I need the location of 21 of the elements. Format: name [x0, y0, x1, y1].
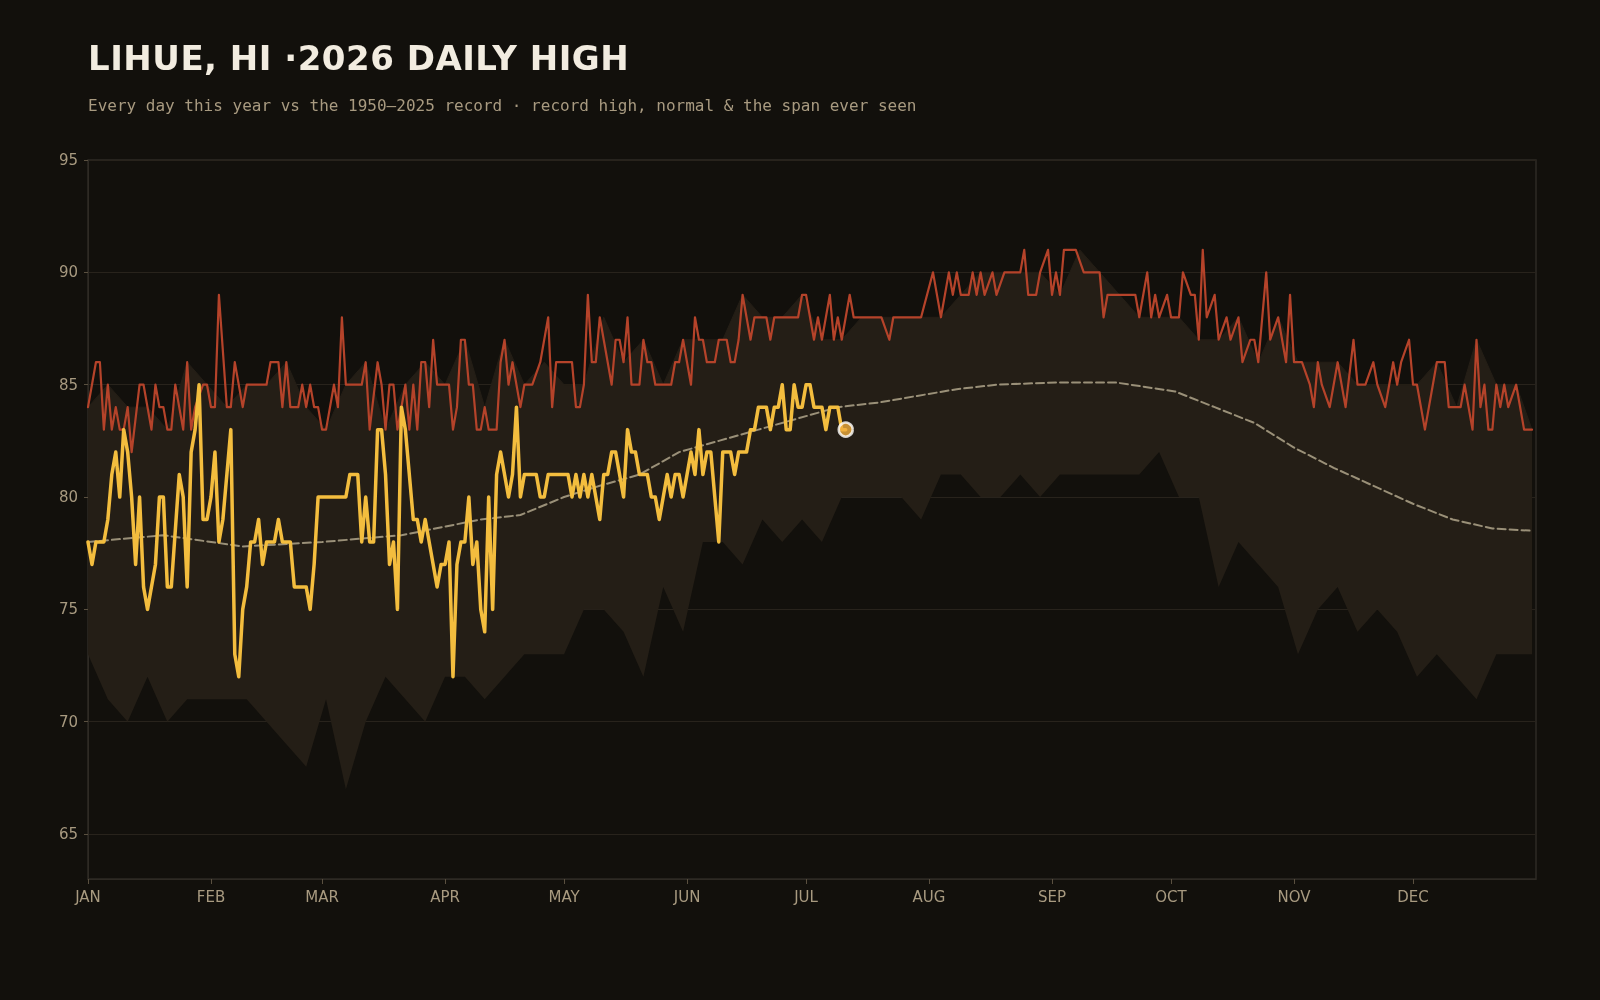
- x-tick-label: JUL: [793, 887, 819, 906]
- y-tick-label: 85: [58, 375, 78, 394]
- x-tick-label: DEC: [1397, 887, 1429, 906]
- x-tick-label: NOV: [1277, 887, 1312, 906]
- y-tick-label: 75: [58, 600, 78, 619]
- x-tick-label: FEB: [196, 887, 226, 906]
- y-tick-label: 65: [58, 825, 78, 844]
- x-tick-label: OCT: [1155, 887, 1188, 906]
- x-tick-label: MAY: [548, 887, 581, 906]
- x-tick-label: APR: [430, 887, 460, 906]
- y-tick-label: 80: [58, 488, 78, 507]
- x-tick-label: SEP: [1037, 887, 1067, 906]
- x-tick-label: MAR: [305, 887, 339, 906]
- chart-subtitle: Every day this year vs the 1950–2025 record · record high, normal & the span ever seen: [88, 96, 917, 115]
- x-tick-label: JAN: [74, 887, 101, 906]
- y-tick-label: 90: [58, 263, 78, 282]
- x-tick-label: AUG: [912, 887, 946, 906]
- x-tick-label: JUN: [672, 887, 701, 906]
- chart-title: LIHUE, HI ·2026 DAILY HIGH: [88, 38, 630, 78]
- y-tick-label: 95: [58, 151, 78, 169]
- y-tick-label: 70: [58, 712, 78, 731]
